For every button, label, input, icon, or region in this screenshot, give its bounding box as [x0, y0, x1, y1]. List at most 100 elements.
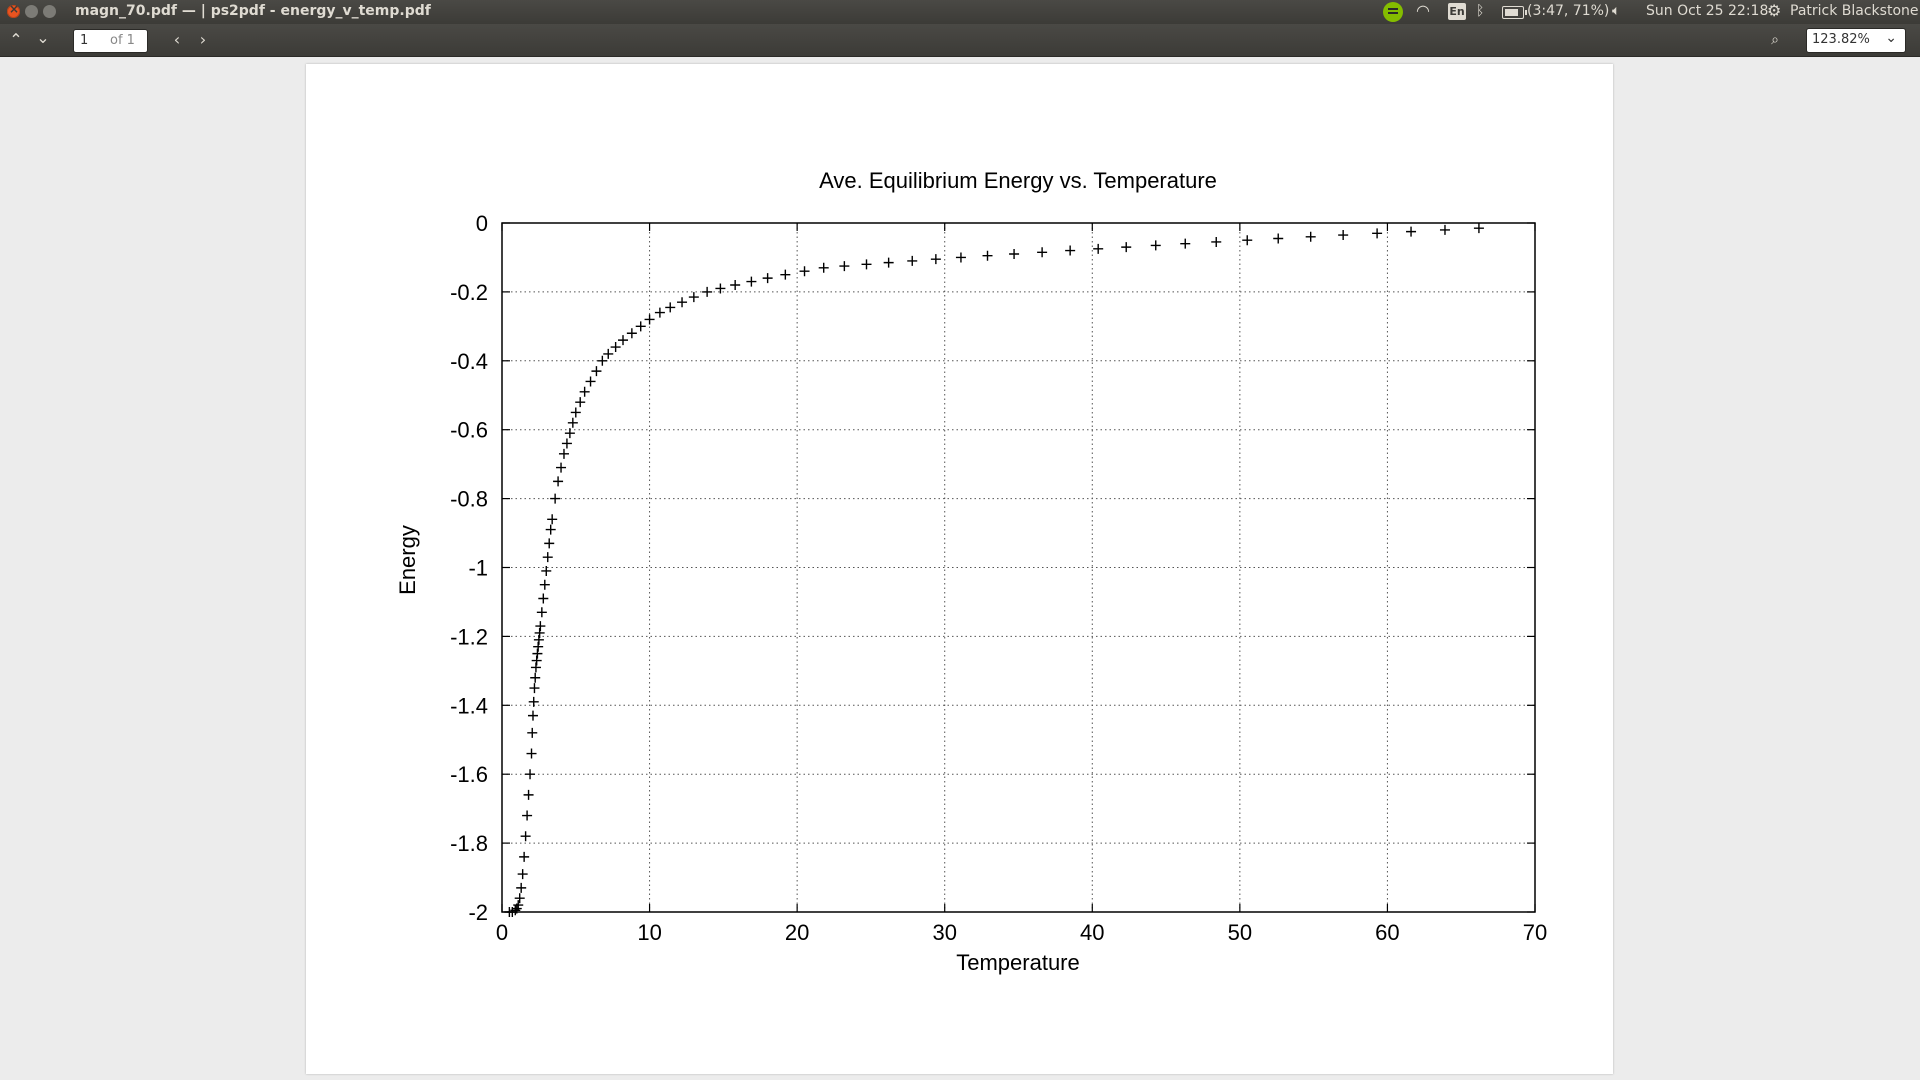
data-point: [626, 328, 637, 339]
data-point: [547, 514, 558, 525]
data-point: [513, 900, 524, 911]
gear-icon[interactable]: ⚙: [1767, 1, 1782, 20]
data-point: [520, 831, 531, 842]
data-point: [1372, 228, 1383, 239]
data-point: [534, 627, 545, 638]
data-point: [955, 252, 966, 263]
data-point: [526, 748, 537, 759]
speaker-icon[interactable]: 🔈︎: [1612, 3, 1621, 19]
data-point: [702, 286, 713, 297]
top-panel: magn_70.pdf — | ps2pdf - energy_v_temp.p…: [0, 0, 1920, 24]
data-point: [545, 524, 556, 535]
search-icon[interactable]: ⌕: [1771, 32, 1779, 48]
data-point: [1093, 243, 1104, 254]
document-view[interactable]: Ave. Equilibrium Energy vs. Temperature …: [0, 57, 1920, 1080]
data-point: [883, 257, 894, 268]
data-point: [570, 407, 581, 418]
close-window-button[interactable]: [7, 2, 20, 18]
next-page-button[interactable]: ⌄: [36, 28, 50, 47]
data-point: [1009, 249, 1020, 260]
x-axis: 0 10 20 30 40 50 60 70: [496, 223, 1547, 945]
data-point: [556, 462, 567, 473]
data-point: [688, 292, 699, 303]
x-tick-label: 0: [496, 920, 508, 945]
data-point: [516, 882, 527, 893]
data-point: [567, 417, 578, 428]
data-point: [542, 552, 553, 563]
data-point: [1121, 242, 1132, 253]
data-point: [677, 297, 688, 308]
battery-icon[interactable]: [1502, 6, 1527, 19]
x-tick-label: 30: [932, 920, 956, 945]
y-tick-label: -1.6: [450, 762, 488, 787]
data-point: [536, 607, 547, 618]
clock[interactable]: Sun Oct 25 22:18: [1646, 3, 1769, 19]
x-tick-label: 50: [1228, 920, 1252, 945]
energy-temperature-chart: Ave. Equilibrium Energy vs. Temperature …: [395, 168, 1547, 975]
data-point: [530, 662, 541, 673]
data-point: [510, 905, 521, 916]
data-point: [907, 255, 918, 266]
data-point: [553, 476, 564, 487]
data-point: [538, 593, 549, 604]
data-point: [530, 672, 541, 683]
zoom-select[interactable]: 123.82% ⌄: [1806, 28, 1906, 53]
data-point: [519, 851, 530, 862]
battery-status[interactable]: (3:47, 71%): [1527, 3, 1610, 19]
keyboard-language-indicator[interactable]: En: [1448, 3, 1466, 20]
y-tick-label: -1.8: [450, 831, 488, 856]
minimize-window-button[interactable]: [25, 5, 38, 18]
data-point: [715, 283, 726, 294]
data-point: [564, 428, 575, 439]
history-back-button[interactable]: ‹: [173, 30, 181, 49]
data-point: [561, 438, 572, 449]
data-point: [665, 302, 676, 313]
data-points: [504, 223, 1484, 917]
x-tick-label: 70: [1523, 920, 1547, 945]
wifi-icon[interactable]: ◠: [1416, 1, 1430, 20]
previous-page-button[interactable]: ⌃: [9, 30, 23, 49]
x-tick-label: 40: [1080, 920, 1104, 945]
data-point: [982, 250, 993, 261]
data-point: [1242, 235, 1253, 246]
data-point: [528, 696, 539, 707]
data-point: [522, 810, 533, 821]
maximize-window-button[interactable]: [43, 5, 56, 18]
chevron-down-icon: ⌄: [1885, 30, 1897, 46]
user-name[interactable]: Patrick Blackstone: [1790, 3, 1919, 19]
data-point: [1338, 230, 1349, 241]
data-point: [1037, 247, 1048, 258]
data-point: [527, 710, 538, 721]
data-point: [579, 386, 590, 397]
data-point: [591, 366, 602, 377]
y-axis: 0 -0.2 -0.4 -0.6 -0.8 -1 -1.2 -1.4 -1.6 -1.8 -2: [450, 211, 1535, 925]
y-axis-label: Energy: [395, 525, 420, 595]
data-point: [539, 579, 550, 590]
data-point: [517, 869, 528, 880]
data-point: [861, 259, 872, 270]
data-point: [558, 448, 569, 459]
data-point: [532, 648, 543, 659]
bluetooth-icon[interactable]: ᛒ: [1476, 3, 1485, 19]
data-point: [762, 273, 773, 284]
spotify-icon[interactable]: [1383, 2, 1403, 22]
data-point: [533, 634, 544, 645]
page-number-input[interactable]: [80, 33, 104, 48]
page-count: of 1: [110, 33, 135, 48]
x-axis-label: Temperature: [956, 950, 1080, 975]
data-point: [746, 276, 757, 287]
data-point: [1273, 233, 1284, 244]
viewer-toolbar: ⌃ ⌄ ‹ › ⌕: [0, 24, 1920, 57]
data-point: [644, 314, 655, 325]
y-tick-label: -0.6: [450, 418, 488, 443]
data-point: [597, 355, 608, 366]
y-tick-label: 0: [476, 211, 488, 236]
y-tick-label: -1.4: [450, 693, 488, 718]
history-forward-button[interactable]: ›: [199, 30, 207, 49]
data-point: [535, 621, 546, 632]
x-tick-label: 10: [637, 920, 661, 945]
data-point: [1150, 240, 1161, 251]
data-point: [930, 254, 941, 265]
y-tick-label: -0.8: [450, 487, 488, 512]
data-point: [585, 376, 596, 387]
